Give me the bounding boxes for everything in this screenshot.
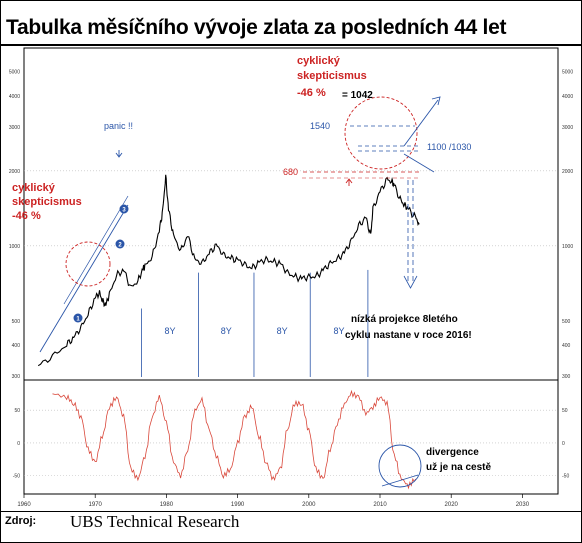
y-tick-label-right: 5000 bbox=[562, 70, 573, 76]
chart-annotation: skepticismus bbox=[297, 70, 367, 82]
x-tick-label: 2020 bbox=[445, 502, 459, 508]
x-tick-label: 2030 bbox=[516, 502, 530, 508]
oscillator-tick-left: -50 bbox=[13, 474, 20, 480]
cycle-label: 8Y bbox=[221, 326, 232, 336]
x-tick-label: 1970 bbox=[89, 502, 103, 508]
y-tick-label-right: 1000 bbox=[562, 244, 573, 250]
y-tick-label-left: 300 bbox=[12, 374, 21, 380]
wave-marker-label: 2 bbox=[118, 243, 122, 249]
cycle-low-projection-head bbox=[403, 275, 418, 289]
y-tick-label-left: 5000 bbox=[9, 70, 20, 76]
gold-price-line bbox=[37, 174, 420, 367]
skepticism-circle-1970s bbox=[65, 241, 111, 287]
source-name: UBS Technical Research bbox=[70, 512, 240, 531]
chart-annotation: -46 % bbox=[12, 210, 41, 222]
chart-annotation: skepticismus bbox=[12, 196, 82, 208]
primary-trendline bbox=[39, 204, 129, 353]
divergence-trendline bbox=[381, 474, 419, 487]
wave-marker bbox=[119, 204, 129, 214]
y-tick-label-left: 1000 bbox=[9, 244, 20, 250]
x-tick-label: 1980 bbox=[160, 502, 174, 508]
chart-annotation: 1540 bbox=[310, 121, 330, 131]
oscillator-tick-right: 50 bbox=[562, 408, 568, 414]
oscillator-tick-left: 0 bbox=[17, 441, 20, 447]
y-tick-label-right: 500 bbox=[562, 319, 571, 325]
y-tick-label-right: 2000 bbox=[562, 169, 573, 175]
divergence-circle bbox=[378, 444, 422, 488]
wave-marker-label: 1 bbox=[76, 317, 80, 323]
oscillator-tick-right: 0 bbox=[562, 441, 565, 447]
chart-annotation: cyklický bbox=[12, 182, 56, 194]
y-tick-label-right: 3000 bbox=[562, 125, 573, 131]
skepticism-circle-2010s bbox=[344, 96, 418, 170]
chart-title: Tabulka měsíčního vývoje zlata za posled… bbox=[6, 16, 507, 39]
cycle-label: 8Y bbox=[334, 326, 345, 336]
chart-annotation: cyklický bbox=[297, 55, 341, 67]
chart-annotation: panic !! bbox=[104, 121, 133, 131]
y-tick-label-left: 3000 bbox=[9, 125, 20, 131]
chart-annotation: 1100 /1030 bbox=[427, 142, 471, 152]
title-divider bbox=[0, 44, 582, 46]
oscillator-tick-left: 50 bbox=[14, 408, 20, 414]
source-label: Zdroj: bbox=[5, 515, 37, 527]
y-tick-label-left: 4000 bbox=[9, 94, 20, 100]
wave-marker-label: 3 bbox=[122, 208, 126, 214]
wave-marker bbox=[73, 313, 83, 323]
oscillator-annotation: už je na cestě bbox=[426, 462, 491, 473]
wave-marker bbox=[115, 239, 125, 249]
y-tick-label-right: 300 bbox=[562, 374, 571, 380]
oscillator-panel-frame bbox=[23, 379, 559, 495]
oscillator-line bbox=[52, 389, 416, 490]
secondary-trendline bbox=[63, 195, 129, 305]
projection-down-line bbox=[403, 153, 435, 173]
y-tick-label-left: 2000 bbox=[9, 169, 20, 175]
chart-annotation: -46 % bbox=[297, 87, 326, 99]
y-tick-label-right: 400 bbox=[562, 343, 571, 349]
chart-annotation: = 1042 bbox=[342, 90, 373, 101]
low-680-arrow bbox=[345, 178, 353, 186]
projection-up-arrow-head bbox=[431, 96, 441, 106]
cycle-label: 8Y bbox=[277, 326, 288, 336]
x-tick-label: 2010 bbox=[373, 502, 387, 508]
y-tick-label-left: 500 bbox=[12, 319, 21, 325]
panic-arrow bbox=[115, 150, 123, 158]
projection-up-arrow-shaft bbox=[403, 99, 439, 147]
x-tick-label: 2000 bbox=[302, 502, 316, 508]
chart-annotation: 680 bbox=[283, 167, 298, 177]
y-tick-label-right: 4000 bbox=[562, 94, 573, 100]
chart-annotation: cyklu nastane v roce 2016! bbox=[345, 330, 472, 341]
oscillator-annotation: divergence bbox=[426, 447, 479, 458]
chart-annotation: nízká projekce 8letého bbox=[351, 314, 458, 325]
cycle-label: 8Y bbox=[164, 326, 175, 336]
x-tick-label: 1960 bbox=[17, 502, 31, 508]
x-tick-label: 1990 bbox=[231, 502, 245, 508]
footer-divider bbox=[0, 511, 582, 512]
price-panel-frame bbox=[23, 47, 559, 381]
y-tick-label-left: 400 bbox=[12, 343, 21, 349]
oscillator-tick-right: -50 bbox=[562, 474, 569, 480]
